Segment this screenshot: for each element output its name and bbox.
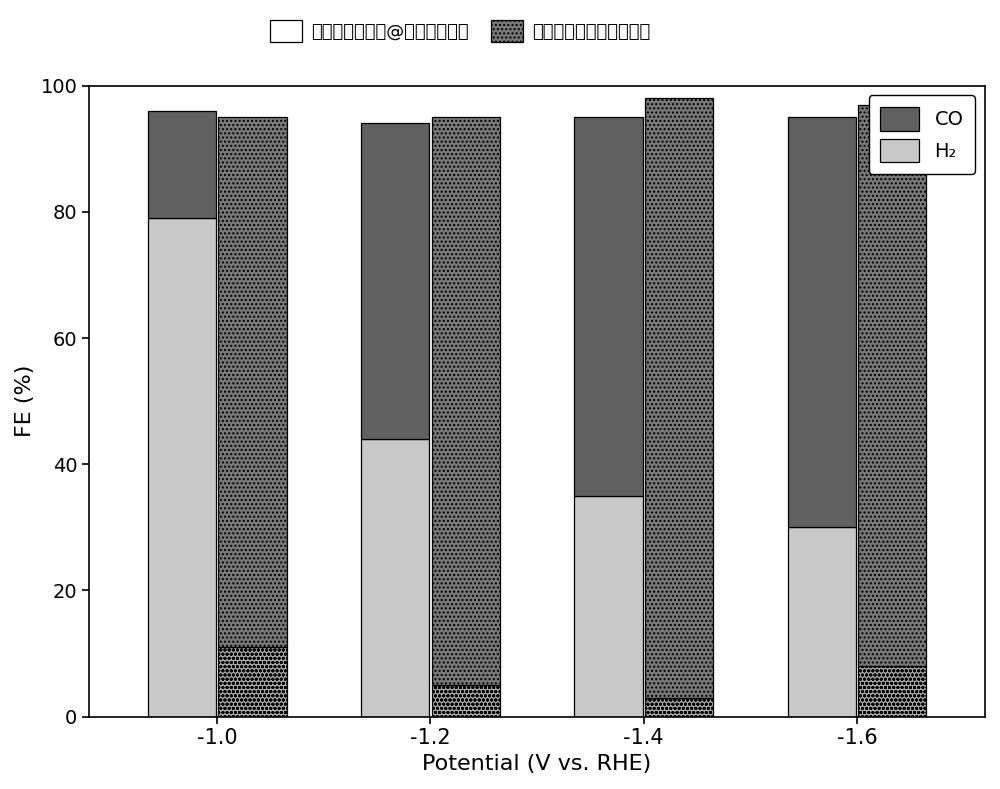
Bar xyxy=(788,118,856,527)
Bar xyxy=(645,99,713,697)
Bar xyxy=(148,111,216,218)
Bar xyxy=(858,105,926,666)
Legend: CO, H₂: CO, H₂ xyxy=(868,95,975,174)
Bar xyxy=(361,124,429,439)
Bar xyxy=(361,439,429,716)
Legend: 壳核结构氧化铜@氧化锤纳米线, 相分离铜锤双金属纳米线: 壳核结构氧化铜@氧化锤纳米线, 相分离铜锤双金属纳米线 xyxy=(262,13,658,50)
X-axis label: Potential (V vs. RHE): Potential (V vs. RHE) xyxy=(422,754,652,774)
Bar xyxy=(788,527,856,716)
Bar xyxy=(432,118,500,685)
Bar xyxy=(574,118,643,495)
Y-axis label: FE (%): FE (%) xyxy=(15,365,35,437)
Bar xyxy=(645,697,713,716)
Bar xyxy=(218,118,287,647)
Bar xyxy=(218,647,287,716)
Bar xyxy=(148,218,216,716)
Bar xyxy=(432,685,500,716)
Bar xyxy=(858,666,926,716)
Bar xyxy=(574,495,643,716)
